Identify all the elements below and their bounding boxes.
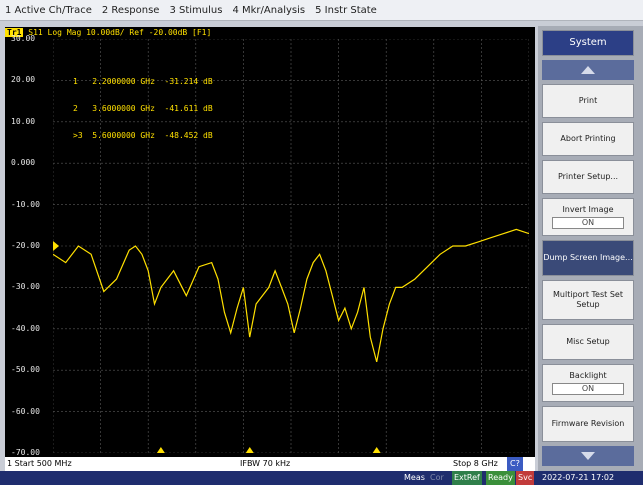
menu-active-ch-trace[interactable]: 1 Active Ch/Trace <box>5 4 92 16</box>
menu-mkr-analysis[interactable]: 4 Mkr/Analysis <box>232 4 306 16</box>
y-tick-label: -70.00 <box>11 448 40 457</box>
y-tick-label: -30.00 <box>11 282 40 292</box>
dump-screen-image-button[interactable]: Dump Screen Image... <box>542 240 634 276</box>
date-time: 2022-07-21 17:02 <box>542 473 615 482</box>
arrow-down-icon <box>581 452 595 460</box>
scroll-up-arrow[interactable] <box>542 60 634 80</box>
reference-level-marker[interactable] <box>53 241 59 251</box>
svc-status: Svc <box>516 471 535 485</box>
marker-3-readout: >3 5.6000000 GHz -48.452 dB <box>73 131 213 140</box>
trace-badge[interactable]: Tr1 <box>5 28 24 37</box>
channel-indicator[interactable]: C? <box>507 457 523 471</box>
y-tick-label: -10.00 <box>11 199 40 209</box>
menu-instr-state[interactable]: 5 Instr State <box>315 4 377 16</box>
trace-plot[interactable]: Tr1 S11 Log Mag 10.00dB/ Ref -20.00dB [F… <box>5 27 535 457</box>
y-tick-label: -60.00 <box>11 406 40 416</box>
marker-1-readout: 1 2.2000000 GHz -31.214 dB <box>73 77 213 86</box>
ready-status: Ready <box>486 471 515 485</box>
ifbw-value[interactable]: IFBW 70 kHz <box>240 459 291 468</box>
y-tick-label: 10.00 <box>11 116 36 126</box>
multiport-test-set-setup-button[interactable]: Multiport Test Set Setup <box>542 280 634 320</box>
status-bar: Meas Cor ExtRef Ready Svc 2022-07-21 17:… <box>0 471 643 485</box>
frequency-bar: 1 Start 500 MHz IFBW 70 kHz Stop 8 GHz C… <box>5 457 535 471</box>
marker-2-triangle[interactable] <box>245 447 254 453</box>
scroll-down-arrow[interactable] <box>542 446 634 466</box>
menu-response[interactable]: 2 Response <box>101 4 160 16</box>
y-tick-label: -40.00 <box>11 323 40 333</box>
softkey-title: System <box>542 30 634 56</box>
y-tick-label: -50.00 <box>11 365 40 375</box>
cor-status: Cor <box>430 473 444 482</box>
marker-1-triangle[interactable] <box>156 447 165 453</box>
printer-setup-button[interactable]: Printer Setup... <box>542 160 634 194</box>
trace-line-s11 <box>53 228 529 363</box>
plot-svg <box>53 39 529 453</box>
misc-setup-button[interactable]: Misc Setup <box>542 324 634 360</box>
arrow-up-icon <box>581 66 595 74</box>
meas-status: Meas <box>404 473 425 482</box>
print-button[interactable]: Print <box>542 84 634 118</box>
stop-frequency[interactable]: Stop 8 GHz <box>453 459 498 468</box>
y-tick-label: -20.00 <box>11 241 40 250</box>
marker-readout: 1 2.2000000 GHz -31.214 dB 2 3.6000000 G… <box>73 59 213 158</box>
invert-image-button[interactable]: Invert Image ON <box>542 198 634 236</box>
abort-printing-button[interactable]: Abort Printing <box>542 122 634 156</box>
backlight-value: ON <box>552 383 624 395</box>
y-tick-label: 30.00 <box>11 34 36 43</box>
menu-stimulus[interactable]: 3 Stimulus <box>169 4 223 16</box>
trace-label: S11 Log Mag 10.00dB/ Ref -20.00dB [F1] <box>28 28 212 37</box>
y-tick-label: 0.000 <box>11 158 36 168</box>
invert-image-value: ON <box>552 217 624 229</box>
start-frequency[interactable]: 1 Start 500 MHz <box>7 459 72 468</box>
menu-bar: 1 Active Ch/Trace 2 Response 3 Stimulus … <box>0 0 643 21</box>
firmware-revision-button[interactable]: Firmware Revision <box>542 406 634 442</box>
marker-3-triangle[interactable] <box>372 447 381 453</box>
softkey-panel: System Print Abort Printing Printer Setu… <box>538 26 643 471</box>
backlight-button[interactable]: Backlight ON <box>542 364 634 402</box>
extref-status: ExtRef <box>452 471 482 485</box>
trace-header: Tr1 S11 Log Mag 10.00dB/ Ref -20.00dB [F… <box>5 27 535 39</box>
marker-2-readout: 2 3.6000000 GHz -41.611 dB <box>73 104 213 113</box>
y-tick-label: 20.00 <box>11 75 36 85</box>
